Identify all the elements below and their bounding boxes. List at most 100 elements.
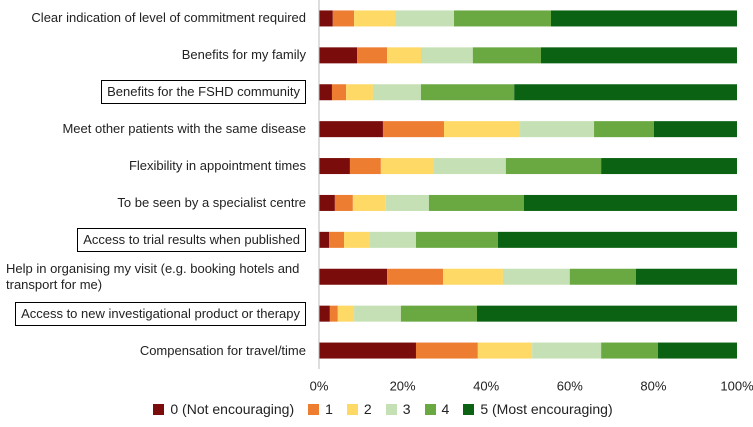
bar-segment (653, 121, 737, 138)
bar-segment (369, 231, 416, 248)
bar-segment (337, 305, 355, 322)
bar-segment (334, 194, 353, 211)
legend-item: 2 (346, 401, 372, 417)
legend-label: 4 (441, 401, 450, 417)
bar-segment (344, 231, 370, 248)
bar-segment (385, 194, 429, 211)
legend-swatch (424, 403, 436, 415)
category-label: Access to new investigational product or… (15, 301, 306, 326)
category-label: Help in organising my visit (e.g. bookin… (6, 260, 300, 292)
bar-segment (477, 342, 533, 359)
bar-segment (523, 194, 737, 211)
bar-segment (331, 84, 347, 101)
bar-segment (601, 342, 658, 359)
bar-segment (354, 10, 396, 27)
legend-swatch (346, 403, 358, 415)
category-row: Flexibility in appointment times (0, 146, 306, 186)
category-row: Access to new investigational product or… (0, 294, 306, 334)
bar-segment (443, 121, 521, 138)
category-label: To be seen by a specialist centre (117, 194, 306, 210)
bar-segment (329, 305, 338, 322)
bar-segment (569, 268, 636, 285)
bar-segment (505, 158, 602, 175)
bar-segment (372, 84, 421, 101)
category-label: Meet other patients with the same diseas… (62, 121, 306, 137)
bar-segment (550, 10, 737, 27)
category-label: Flexibility in appointment times (128, 158, 306, 174)
bar-segment (319, 342, 416, 359)
bar-segment (502, 268, 570, 285)
bar-segment (357, 47, 388, 64)
legend-label: 5 (Most encouraging) (480, 401, 613, 417)
bar-segment (319, 305, 330, 322)
bar-segment (387, 268, 444, 285)
legend-item: 4 (424, 401, 450, 417)
bar-segment (540, 47, 737, 64)
category-label: Compensation for travel/time (139, 342, 306, 358)
bar-segment (415, 231, 498, 248)
legend-item: 3 (385, 401, 411, 417)
bar-segment (443, 268, 503, 285)
bar-segment (497, 231, 737, 248)
bar-segment (454, 10, 551, 27)
legend: 0 (Not encouraging) 1 2 3 4 5 (Most encouragi… (0, 401, 753, 417)
x-tick-label: 0% (310, 378, 329, 393)
x-tick-label: 20% (390, 378, 416, 393)
legend-item: 5 (Most encouraging) (463, 401, 613, 417)
bar-segment (349, 158, 381, 175)
bar-segment (319, 158, 350, 175)
bar-segment (319, 84, 332, 101)
bar-segment (635, 268, 737, 285)
category-row: Clear indication of level of commitment … (0, 0, 306, 38)
bar-segment (420, 47, 473, 64)
legend-item: 0 (Not encouraging) (153, 401, 294, 417)
bar-segment (400, 305, 478, 322)
category-row: To be seen by a specialist centre (0, 183, 306, 223)
x-tick-label: 60% (557, 378, 583, 393)
bar-segment (428, 194, 524, 211)
category-row: Compensation for travel/time (0, 331, 306, 371)
bar-segment (319, 121, 383, 138)
x-tick-label: 40% (473, 378, 499, 393)
category-label: Access to trial results when published (77, 227, 306, 252)
category-row: Benefits for my family (0, 35, 306, 75)
bar-segment (594, 121, 654, 138)
bar-segment (382, 121, 444, 138)
bar-segment (319, 231, 330, 248)
category-label: Benefits for my family (181, 47, 306, 63)
bar-segment (352, 194, 386, 211)
bar-segment (514, 84, 737, 101)
bar-segment (395, 10, 455, 27)
bar-segment (415, 342, 478, 359)
bar-segment (319, 47, 358, 64)
bar-segment (601, 158, 737, 175)
legend-label: 1 (325, 401, 333, 417)
bar-segment (532, 342, 602, 359)
bar-segment (657, 342, 737, 359)
legend-swatch (385, 403, 397, 415)
x-tick-label: 100% (720, 378, 753, 393)
bar-segment (387, 47, 421, 64)
bar-segment (346, 84, 373, 101)
bar-segment (477, 305, 737, 322)
x-tick-label: 80% (640, 378, 666, 393)
legend-label: 0 (Not encouraging) (170, 401, 295, 417)
bar-segment (472, 47, 541, 64)
bar-segment (319, 194, 335, 211)
bar-segment (354, 305, 401, 322)
legend-item: 1 (308, 401, 333, 417)
bar-segment (520, 121, 595, 138)
bar-segment (319, 10, 333, 27)
legend-swatch (153, 403, 165, 415)
bar-segment (433, 158, 506, 175)
bar-segment (329, 231, 345, 248)
category-label: Clear indication of level of commitment … (31, 10, 306, 26)
legend-swatch (308, 403, 320, 415)
bar-segment (319, 268, 388, 285)
legend-swatch (463, 403, 475, 415)
bar-segment (380, 158, 434, 175)
category-row: Help in organising my visit (e.g. bookin… (0, 257, 306, 297)
category-label: Benefits for the FSHD community (101, 80, 306, 105)
